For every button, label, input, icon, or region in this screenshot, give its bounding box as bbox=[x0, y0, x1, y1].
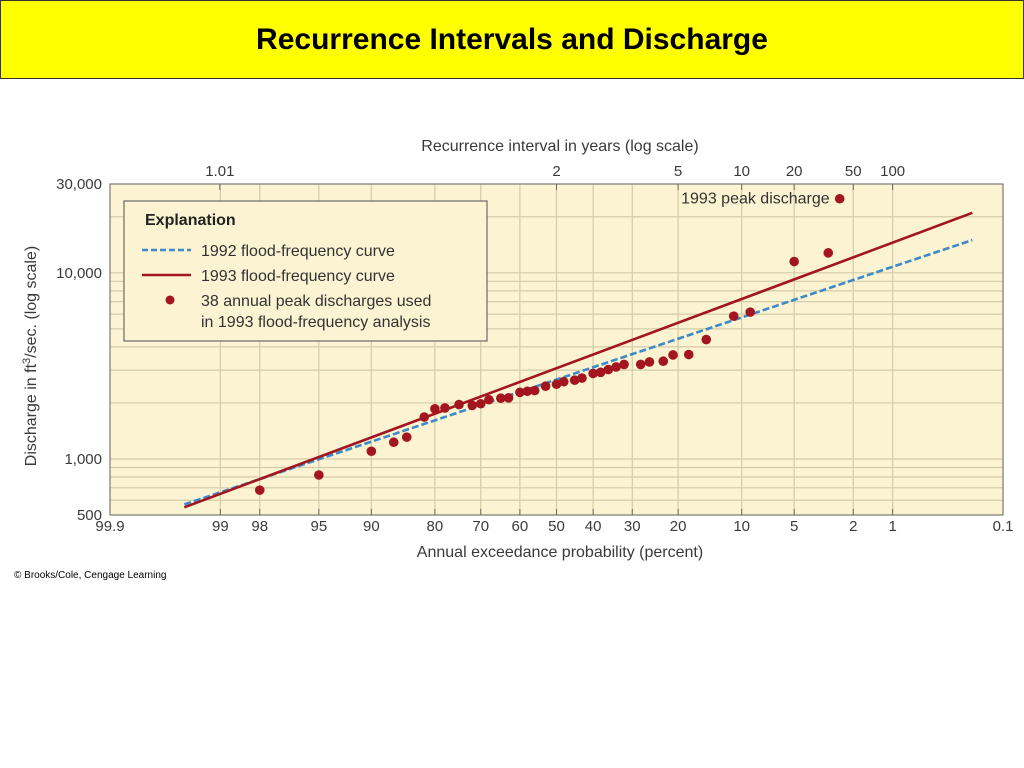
data-point bbox=[683, 349, 694, 360]
data-point bbox=[658, 356, 669, 367]
bottom-tick-label: 5 bbox=[790, 518, 798, 535]
legend-swatch-dot bbox=[165, 295, 175, 305]
bottom-tick-label: 98 bbox=[251, 518, 268, 535]
data-point bbox=[834, 193, 845, 204]
legend-label-dots-line2: in 1993 flood-frequency analysis bbox=[201, 314, 430, 331]
data-point bbox=[467, 400, 478, 411]
data-point bbox=[484, 394, 494, 405]
y-tick-label: 30,000 bbox=[56, 176, 102, 193]
bottom-tick-label: 80 bbox=[427, 518, 444, 535]
data-point bbox=[314, 470, 324, 480]
data-point bbox=[644, 357, 655, 367]
data-point bbox=[475, 398, 486, 409]
y-axis-title-superscript: 3 bbox=[21, 358, 33, 364]
bottom-tick-label: 60 bbox=[512, 518, 529, 535]
legend-box bbox=[123, 200, 488, 342]
data-point bbox=[440, 403, 450, 413]
y-tick-label: 10,000 bbox=[56, 265, 102, 282]
y-axis-title: Discharge in ft3/sec. (log scale) bbox=[21, 246, 40, 466]
bottom-tick-label: 99.9 bbox=[95, 518, 124, 535]
bottom-axis-title: Annual exceedance probability (percent) bbox=[417, 544, 703, 561]
bottom-tick-label: 70 bbox=[472, 518, 489, 535]
data-point bbox=[558, 376, 569, 387]
data-point bbox=[401, 432, 412, 442]
data-point bbox=[503, 393, 514, 403]
data-point bbox=[569, 375, 580, 385]
top-tick-label: 2 bbox=[552, 163, 560, 180]
bottom-tick-label: 0.1 bbox=[993, 518, 1014, 535]
data-point bbox=[745, 307, 756, 317]
top-tick-label: 50 bbox=[845, 163, 862, 180]
top-tick-label: 5 bbox=[674, 163, 682, 180]
top-axis-ticks: 1.01 2 5 10 20 50 100 bbox=[205, 163, 905, 190]
legend-label-1992: 1992 flood-frequency curve bbox=[201, 243, 395, 260]
top-tick-label: 100 bbox=[880, 163, 905, 180]
data-point bbox=[603, 364, 614, 375]
top-tick-label: 20 bbox=[786, 163, 803, 180]
y-tick-label: 1,000 bbox=[64, 451, 102, 468]
curve-1993-line bbox=[183, 211, 973, 509]
data-point bbox=[430, 403, 440, 414]
title-bar: Recurrence Intervals and Discharge bbox=[0, 0, 1024, 79]
copyright-note: © Brooks/Cole, Cengage Learning bbox=[14, 570, 167, 581]
y-axis-title-part-1: Discharge in ft bbox=[23, 363, 40, 466]
bottom-tick-label: 30 bbox=[624, 518, 641, 535]
curve-1992-line bbox=[183, 238, 973, 506]
data-point bbox=[551, 379, 562, 390]
series-lines bbox=[183, 211, 973, 509]
top-tick-label: 1.01 bbox=[205, 163, 234, 180]
data-point bbox=[823, 248, 834, 258]
data-points bbox=[254, 193, 845, 495]
bottom-tick-label: 20 bbox=[670, 518, 687, 535]
data-point bbox=[701, 334, 712, 345]
data-point bbox=[588, 368, 598, 379]
legend-label-1993: 1993 flood-frequency curve bbox=[201, 268, 395, 285]
y-axis-title-part-2: /sec. (log scale) bbox=[23, 246, 40, 358]
data-point bbox=[254, 485, 265, 495]
y-tick-label: 500 bbox=[77, 507, 102, 524]
data-point bbox=[540, 381, 551, 391]
data-point bbox=[515, 387, 525, 398]
data-point bbox=[454, 399, 464, 410]
data-point bbox=[419, 412, 430, 422]
data-point bbox=[635, 359, 646, 370]
data-point bbox=[728, 311, 739, 321]
data-point bbox=[619, 359, 629, 370]
data-point bbox=[595, 367, 606, 378]
bottom-tick-label: 1 bbox=[888, 518, 896, 535]
top-axis-title: Recurrence interval in years (log scale) bbox=[421, 138, 698, 155]
bottom-tick-label: 95 bbox=[310, 518, 327, 535]
annotation-1993-peak: 1993 peak discharge bbox=[681, 191, 830, 208]
bottom-axis-ticks: 99.9 99 98 95 90 80 70 60 50 40 30 20 10 5 2 1 0.1 bbox=[95, 509, 1013, 535]
data-point bbox=[496, 393, 506, 404]
data-point bbox=[388, 437, 399, 448]
data-point bbox=[577, 373, 587, 383]
data-point bbox=[668, 350, 678, 360]
top-tick-label: 10 bbox=[733, 163, 750, 180]
data-point bbox=[611, 362, 621, 372]
bottom-tick-label: 10 bbox=[733, 518, 750, 535]
slide-title: Recurrence Intervals and Discharge bbox=[256, 22, 768, 56]
data-point bbox=[789, 256, 799, 267]
legend-title: Explanation bbox=[145, 212, 236, 229]
data-point bbox=[529, 385, 540, 396]
bottom-tick-label: 2 bbox=[849, 518, 857, 535]
bottom-tick-label: 50 bbox=[548, 518, 565, 535]
legend-label-dots-line1: 38 annual peak discharges used bbox=[201, 293, 431, 310]
legend: Explanation 1992 flood-frequency curve 1… bbox=[123, 200, 488, 342]
data-point bbox=[366, 446, 377, 457]
bottom-tick-label: 90 bbox=[363, 518, 380, 535]
data-point bbox=[522, 386, 533, 397]
bottom-tick-label: 99 bbox=[212, 518, 229, 535]
bottom-tick-label: 40 bbox=[585, 518, 602, 535]
y-axis-ticks: 30,000 10,000 1,000 500 bbox=[56, 176, 102, 524]
